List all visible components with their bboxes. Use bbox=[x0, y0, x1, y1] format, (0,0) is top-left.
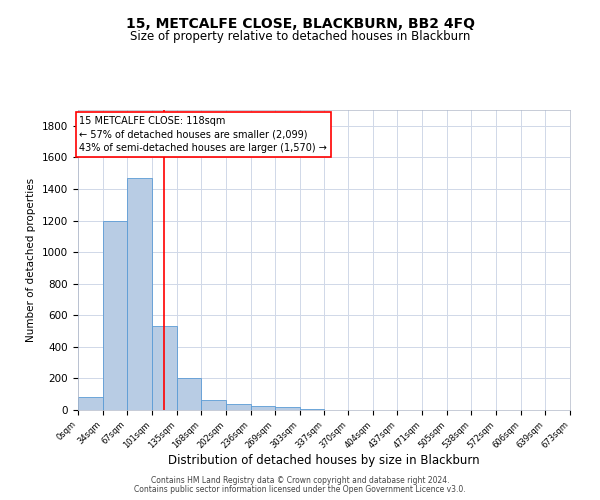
Text: 15 METCALFE CLOSE: 118sqm
← 57% of detached houses are smaller (2,099)
43% of se: 15 METCALFE CLOSE: 118sqm ← 57% of detac… bbox=[79, 116, 328, 152]
Bar bbox=[299, 408, 325, 410]
Text: Contains public sector information licensed under the Open Government Licence v3: Contains public sector information licen… bbox=[134, 485, 466, 494]
Text: Size of property relative to detached houses in Blackburn: Size of property relative to detached ho… bbox=[130, 30, 470, 43]
Bar bbox=[176, 378, 201, 410]
Bar bbox=[127, 178, 152, 410]
Bar bbox=[275, 406, 299, 410]
Text: Contains HM Land Registry data © Crown copyright and database right 2024.: Contains HM Land Registry data © Crown c… bbox=[151, 476, 449, 485]
X-axis label: Distribution of detached houses by size in Blackburn: Distribution of detached houses by size … bbox=[168, 454, 480, 468]
Bar bbox=[78, 398, 103, 410]
Bar bbox=[152, 326, 176, 410]
Y-axis label: Number of detached properties: Number of detached properties bbox=[26, 178, 37, 342]
Text: 15, METCALFE CLOSE, BLACKBURN, BB2 4FQ: 15, METCALFE CLOSE, BLACKBURN, BB2 4FQ bbox=[125, 18, 475, 32]
Bar bbox=[103, 220, 127, 410]
Bar bbox=[226, 404, 251, 410]
Bar bbox=[201, 400, 226, 410]
Bar bbox=[251, 406, 275, 410]
